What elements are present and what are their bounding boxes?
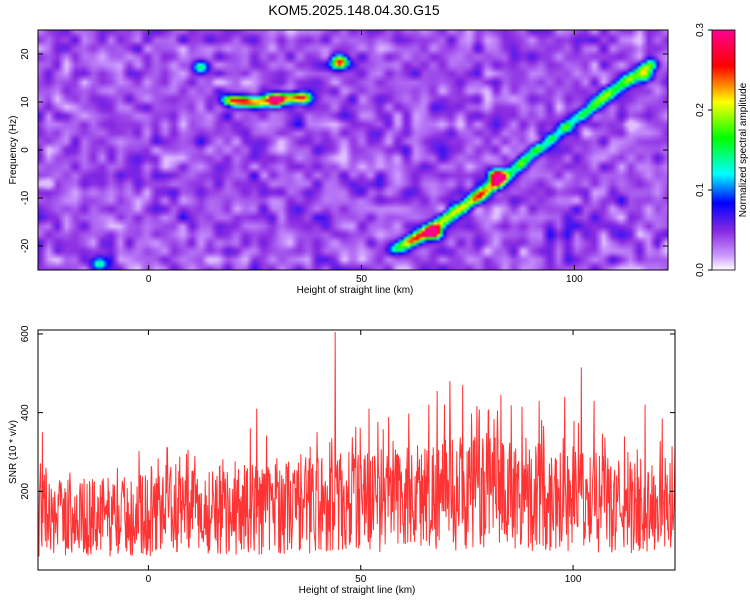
heatmap-xtick-label: 0 <box>146 274 152 285</box>
heatmap-ytick-label: -20 <box>20 238 31 253</box>
snr-panel: 0 50 100 600 400 200 Height of straight line… <box>8 325 676 596</box>
colorbar-ticks: 0.0 0.1 0.2 0.3 <box>695 23 712 277</box>
snr-y-axis-label: SNR (10 * v/v) <box>8 420 19 484</box>
colorbar-tick-label: 0.1 <box>695 183 706 197</box>
heatmap-xtick-label: 50 <box>356 274 368 285</box>
snr-x-ticks: 0 50 100 <box>146 330 582 585</box>
snr-ytick-label: 600 <box>20 325 31 342</box>
heatmap-y-ticks: 20 10 0 -10 -20 <box>20 48 668 253</box>
snr-xtick-label: 0 <box>146 574 152 585</box>
snr-xtick-label: 100 <box>565 574 582 585</box>
heatmap-ytick-label: 0 <box>20 147 31 153</box>
heatmap-x-axis-label: Height of straight line (km) <box>297 285 414 296</box>
heatmap-xtick-label: 100 <box>566 274 583 285</box>
snr-frame <box>37 329 676 571</box>
chart-title: KOM5.2025.148.04.30.G15 <box>268 2 439 18</box>
heatmap-x-ticks: 0 50 100 <box>146 30 583 285</box>
colorbar-tick-label: 0.3 <box>695 23 706 37</box>
snr-xtick-label: 50 <box>355 574 367 585</box>
colorbar-gradient <box>711 29 736 271</box>
colorbar-label: Normalized spectral amplitude <box>738 82 749 217</box>
heatmap-ytick-label: 20 <box>20 48 31 60</box>
heatmap-image <box>38 30 668 270</box>
heatmap-ytick-label: -10 <box>20 190 31 205</box>
snr-y-ticks: 600 400 200 <box>20 325 675 500</box>
snr-series-line <box>38 331 675 557</box>
snr-ytick-label: 400 <box>20 404 31 421</box>
colorbar-tick-label: 0.2 <box>695 103 706 117</box>
snr-x-axis-label: Height of straight line (km) <box>299 585 416 596</box>
heatmap-y-axis-label: Frequency (Hz) <box>8 116 19 185</box>
heatmap-ytick-label: 10 <box>20 96 31 108</box>
colorbar: 0.0 0.1 0.2 0.3 Normalized spectral amplitu… <box>695 23 749 277</box>
snr-ytick-label: 200 <box>20 483 31 500</box>
colorbar-tick-label: 0.0 <box>695 263 706 277</box>
